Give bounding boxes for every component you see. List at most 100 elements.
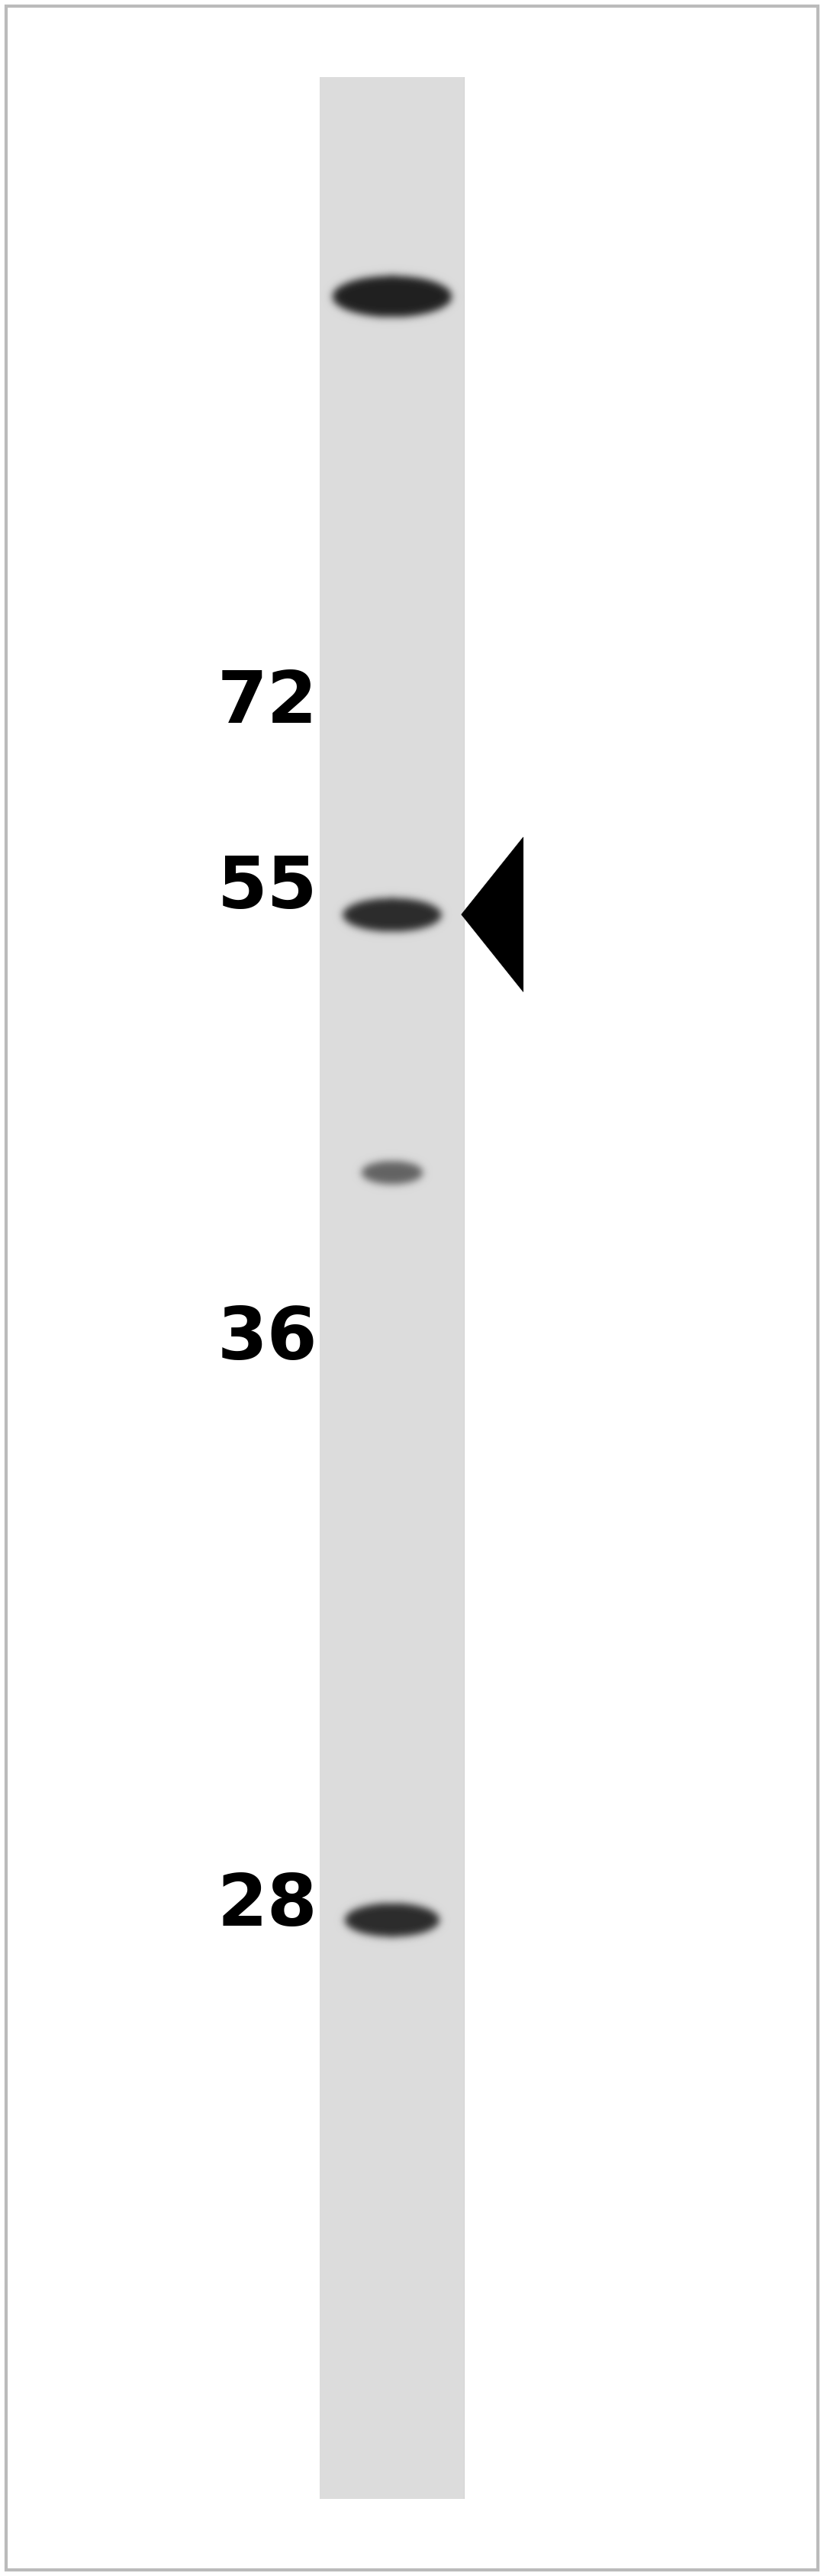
Bar	[454, 77, 456, 2499]
Bar	[417, 77, 419, 2499]
Bar	[419, 77, 421, 2499]
Bar	[321, 77, 324, 2499]
Bar	[384, 77, 386, 2499]
Bar	[420, 77, 422, 2499]
Bar	[360, 77, 362, 2499]
Bar	[366, 77, 368, 2499]
Bar	[426, 77, 428, 2499]
Bar	[405, 77, 406, 2499]
Bar	[350, 77, 353, 2499]
Bar	[357, 77, 358, 2499]
Bar	[388, 77, 390, 2499]
Bar	[370, 77, 372, 2499]
Text: 72: 72	[217, 667, 317, 739]
Bar	[328, 77, 330, 2499]
Bar	[421, 77, 424, 2499]
Bar	[408, 77, 410, 2499]
Bar	[449, 77, 451, 2499]
Bar	[355, 77, 358, 2499]
Bar	[341, 77, 343, 2499]
Bar	[321, 77, 322, 2499]
Bar	[450, 77, 452, 2499]
Bar	[395, 77, 397, 2499]
Bar	[448, 77, 450, 2499]
Bar	[396, 77, 398, 2499]
Bar	[462, 77, 464, 2499]
Bar	[443, 77, 445, 2499]
Bar	[349, 77, 351, 2499]
Bar	[405, 77, 408, 2499]
Bar	[352, 77, 353, 2499]
Bar	[362, 77, 363, 2499]
Bar	[461, 77, 463, 2499]
Bar	[368, 77, 369, 2499]
Bar	[391, 77, 393, 2499]
Bar	[349, 77, 350, 2499]
Bar	[326, 77, 329, 2499]
Bar	[407, 77, 409, 2499]
Bar	[456, 77, 458, 2499]
Bar	[359, 77, 361, 2499]
Bar	[354, 77, 356, 2499]
Bar	[401, 77, 403, 2499]
Bar	[428, 77, 431, 2499]
Bar	[375, 77, 377, 2499]
Bar	[331, 77, 333, 2499]
Bar	[452, 77, 453, 2499]
Bar	[433, 77, 435, 2499]
Bar	[410, 77, 413, 2499]
Bar	[439, 77, 442, 2499]
Bar	[339, 77, 340, 2499]
Bar	[323, 77, 325, 2499]
Bar	[347, 77, 349, 2499]
Bar	[437, 77, 439, 2499]
Bar	[410, 77, 411, 2499]
Bar	[373, 77, 376, 2499]
Bar	[344, 77, 345, 2499]
Bar	[358, 77, 360, 2499]
Bar	[324, 77, 326, 2499]
Bar	[386, 77, 387, 2499]
Polygon shape	[461, 837, 523, 992]
Bar	[459, 77, 461, 2499]
Bar	[330, 77, 332, 2499]
Bar	[389, 77, 391, 2499]
Bar	[363, 77, 366, 2499]
Bar	[431, 77, 433, 2499]
Bar	[446, 77, 447, 2499]
Bar	[438, 77, 440, 2499]
Bar	[460, 77, 462, 2499]
Bar	[412, 77, 414, 2499]
Bar	[423, 77, 424, 2499]
Bar	[391, 77, 392, 2499]
Text: 55: 55	[217, 853, 317, 925]
Bar	[353, 77, 355, 2499]
Text: 28: 28	[217, 1870, 317, 1942]
Bar	[320, 77, 321, 2499]
Bar	[402, 77, 405, 2499]
Bar	[425, 77, 427, 2499]
Bar	[363, 77, 364, 2499]
Bar	[335, 77, 337, 2499]
Bar	[336, 77, 338, 2499]
Bar	[382, 77, 384, 2499]
Bar	[379, 77, 382, 2499]
Bar	[433, 77, 434, 2499]
Bar	[404, 77, 405, 2499]
Bar	[378, 77, 380, 2499]
Bar	[418, 77, 419, 2499]
Bar	[447, 77, 448, 2499]
Bar	[436, 77, 438, 2499]
Bar	[325, 77, 327, 2499]
Bar	[455, 77, 457, 2499]
Bar	[342, 77, 344, 2499]
Bar	[457, 77, 460, 2499]
Bar	[428, 77, 429, 2499]
Bar	[344, 77, 347, 2499]
Bar	[394, 77, 396, 2499]
Bar	[337, 77, 339, 2499]
Bar	[430, 77, 432, 2499]
Bar	[414, 77, 416, 2499]
Bar	[381, 77, 382, 2499]
Bar	[441, 77, 442, 2499]
